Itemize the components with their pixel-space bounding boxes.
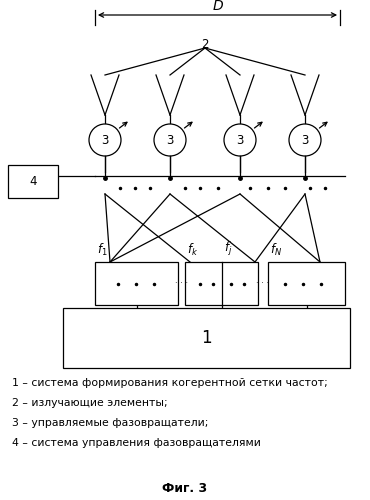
Text: 3: 3 <box>101 134 109 146</box>
Bar <box>185 262 258 305</box>
Text: · · ·: · · · <box>256 279 270 288</box>
Text: 3: 3 <box>166 134 174 146</box>
Text: 1 – система формирования когерентной сетки частот;: 1 – система формирования когерентной сет… <box>12 378 328 388</box>
Text: D: D <box>212 0 223 13</box>
Bar <box>95 262 178 305</box>
Text: 2 – излучающие элементы;: 2 – излучающие элементы; <box>12 398 168 408</box>
Bar <box>63 308 350 368</box>
Text: · · ·: · · · <box>175 279 188 288</box>
Circle shape <box>289 124 321 156</box>
Bar <box>8 165 58 198</box>
Text: $f_j$: $f_j$ <box>223 240 232 258</box>
Text: 4: 4 <box>29 175 37 188</box>
Bar <box>268 262 345 305</box>
Text: 3: 3 <box>301 134 309 146</box>
Text: 3: 3 <box>236 134 244 146</box>
Text: 4 – система управления фазовращателями: 4 – система управления фазовращателями <box>12 438 261 448</box>
Text: Фиг. 3: Фиг. 3 <box>162 482 208 494</box>
Circle shape <box>154 124 186 156</box>
Text: $f_1$: $f_1$ <box>97 242 108 258</box>
Text: 2: 2 <box>201 38 209 51</box>
Text: $f_N$: $f_N$ <box>270 242 282 258</box>
Text: 3 – управляемые фазовращатели;: 3 – управляемые фазовращатели; <box>12 418 208 428</box>
Text: 1: 1 <box>201 329 212 347</box>
Text: $f_k$: $f_k$ <box>187 242 198 258</box>
Circle shape <box>224 124 256 156</box>
Circle shape <box>89 124 121 156</box>
